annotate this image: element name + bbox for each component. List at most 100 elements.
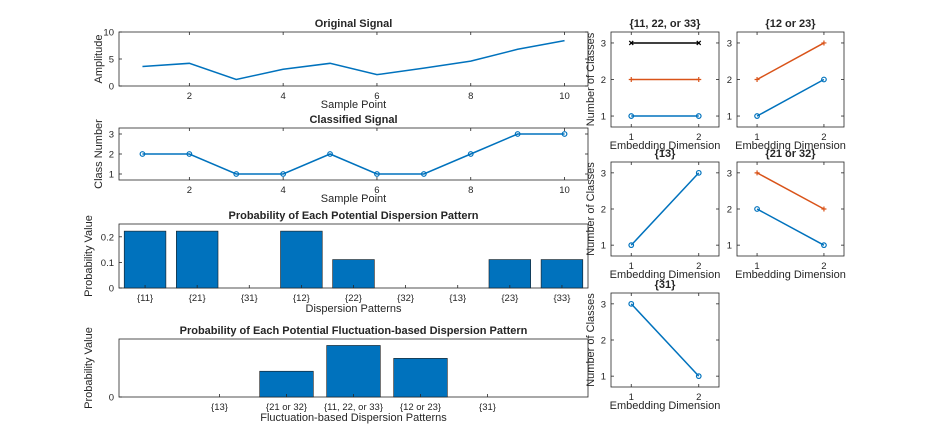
- x-tick-label: {13}: [211, 402, 228, 413]
- data-point: [628, 77, 634, 82]
- x-axis-label: Dispersion Patterns: [306, 303, 402, 315]
- series-line: [142, 39, 565, 81]
- x-tick-label: 2: [696, 392, 701, 403]
- x-axis-label: Embedding Dimension: [610, 400, 721, 412]
- y-tick-label: 10: [103, 28, 114, 39]
- x-tick-label: 1: [629, 261, 634, 272]
- x-tick-label: 2: [821, 132, 826, 143]
- bar: [259, 370, 314, 398]
- chart-p31: 1 2 1 2 3 {31} Embedding Dimension Number of Cl…: [585, 279, 720, 412]
- x-tick-label: 1: [629, 392, 634, 403]
- y-tick-label: 1: [727, 112, 732, 123]
- y-tick-label: 3: [727, 38, 732, 49]
- y-axis-label: Amplitude: [93, 35, 105, 84]
- y-tick-label: 0.1: [101, 258, 114, 269]
- x-tick-label: {11, 22, or 33}: [324, 402, 383, 413]
- y-tick-label: 3: [109, 130, 114, 141]
- chart-title: Original Signal: [315, 18, 393, 30]
- chart-title: {11, 22, or 33}: [630, 18, 702, 30]
- y-tick-label: 3: [601, 168, 606, 179]
- data-point: [695, 373, 702, 380]
- x-tick-label: {22}: [345, 293, 362, 304]
- data-point: [233, 171, 240, 177]
- plot-frame: [118, 31, 589, 87]
- y-tick-label: 1: [601, 372, 606, 383]
- y-axis-label: Number of Classes: [585, 162, 597, 256]
- y-tick-label: 1: [727, 241, 732, 252]
- y-axis-label: Number of Classes: [585, 293, 597, 387]
- x-tick-label: 10: [559, 185, 570, 196]
- series-line: [756, 42, 825, 81]
- x-tick-label: 4: [281, 185, 286, 196]
- bar: [176, 230, 219, 289]
- plot-frame: [736, 31, 845, 128]
- chart-title: Classified Signal: [309, 114, 397, 126]
- y-axis-label: Probability Value: [83, 327, 95, 409]
- y-tick-label: 2: [601, 205, 606, 216]
- x-tick-label: 1: [754, 261, 759, 272]
- x-tick-label: 6: [374, 91, 379, 102]
- x-tick-label: 2: [696, 261, 701, 272]
- data-point: [280, 171, 287, 177]
- data-point: [628, 40, 634, 46]
- x-tick-label: {33}: [553, 293, 570, 304]
- x-tick-label: {13}: [449, 293, 466, 304]
- data-point: [327, 151, 333, 157]
- series-line: [630, 303, 700, 377]
- data-point: [186, 151, 193, 157]
- chart-dispersion: {11} {21} {31} {12} {22} {32} {13} {23} {33} 0 0.1…: [83, 210, 589, 315]
- x-tick-label: 10: [559, 91, 570, 102]
- y-tick-label: 2: [109, 150, 114, 161]
- data-point: [628, 242, 635, 249]
- chart-title: Probability of Each Potential Dispersion…: [229, 210, 479, 222]
- bar: [280, 230, 323, 289]
- data-point: [139, 151, 146, 157]
- chart-original: 2 4 6 8 10 0 5 10 Original Signal Sample Point Amp…: [93, 18, 589, 111]
- chart-title: {31}: [655, 279, 677, 291]
- data-point: [628, 300, 635, 307]
- chart-p2132: 1 2 1 2 3 {21 or 32} Embedding Dimension: [727, 148, 846, 281]
- data-point: [754, 170, 760, 176]
- x-tick-label: 4: [281, 91, 286, 102]
- y-tick-label: 2: [601, 336, 606, 347]
- y-tick-label: 2: [727, 75, 732, 86]
- x-axis-label: Sample Point: [321, 99, 386, 111]
- x-tick-label: 1: [754, 132, 759, 143]
- data-point: [821, 206, 827, 212]
- bar: [123, 230, 167, 289]
- y-tick-label: 1: [109, 170, 114, 181]
- chart-p13: 1 2 1 2 3 {13} Embedding Dimension Number of Cl…: [585, 148, 720, 281]
- y-tick-label: 3: [601, 299, 606, 310]
- y-axis-label: Number of Classes: [585, 32, 597, 126]
- x-tick-label: 8: [468, 185, 473, 196]
- series-line: [756, 208, 825, 246]
- data-point: [695, 169, 702, 176]
- y-tick-label: 2: [601, 75, 606, 86]
- x-tick-label: {21 or 32}: [266, 402, 307, 413]
- data-point: [628, 113, 635, 119]
- chart-title: {13}: [655, 148, 677, 160]
- x-axis-label: Embedding Dimension: [610, 269, 721, 281]
- bar: [332, 259, 375, 289]
- y-tick-label: 5: [109, 55, 114, 66]
- x-tick-label: {31}: [241, 293, 258, 304]
- x-tick-label: 8: [468, 91, 473, 102]
- series-line: [630, 172, 700, 246]
- data-point: [420, 171, 427, 177]
- data-point: [821, 40, 827, 46]
- x-tick-label: 6: [374, 185, 379, 196]
- x-tick-label: 1: [629, 132, 634, 143]
- data-point: [821, 76, 827, 83]
- y-tick-label: 0: [109, 284, 114, 295]
- y-tick-label: 0.2: [101, 232, 114, 243]
- y-tick-label: 1: [601, 241, 606, 252]
- y-tick-label: 1: [601, 112, 606, 123]
- y-tick-label: 3: [601, 38, 606, 49]
- data-point: [754, 206, 760, 212]
- x-axis-label: Fluctuation-based Dispersion Patterns: [260, 412, 447, 424]
- data-point: [696, 40, 702, 46]
- data-point: [514, 131, 521, 137]
- x-tick-label: {12 or 23}: [400, 402, 441, 413]
- data-point: [754, 113, 760, 119]
- y-tick-label: 2: [727, 205, 732, 216]
